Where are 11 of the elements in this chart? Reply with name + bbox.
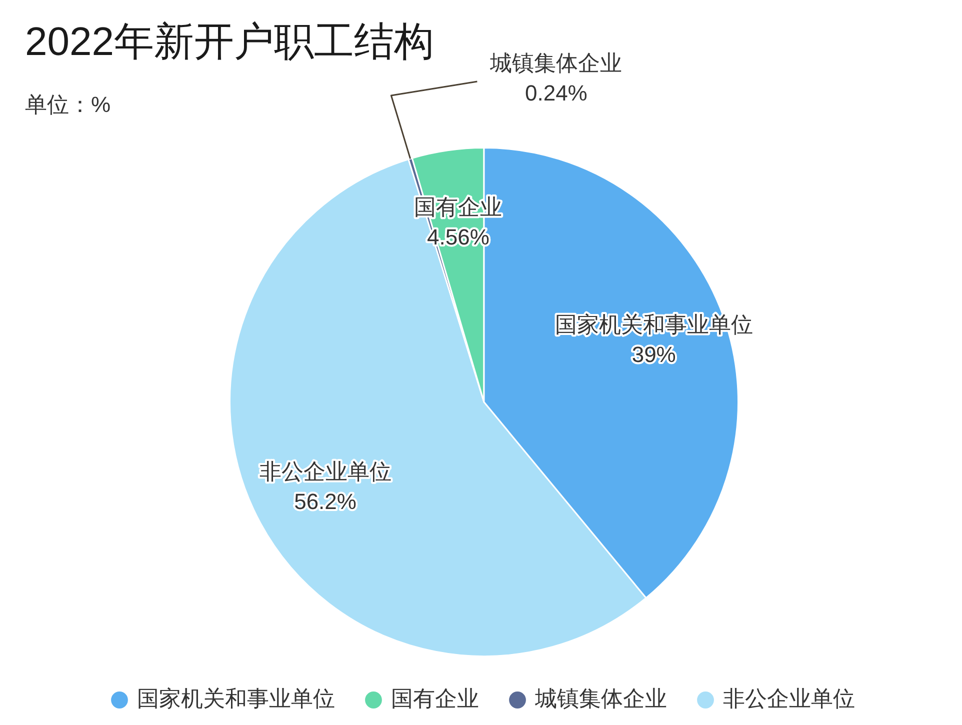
legend-label: 非公企业单位 xyxy=(723,686,855,712)
data-label: 39% xyxy=(632,342,676,367)
legend-label: 城镇集体企业 xyxy=(534,686,667,712)
slice-label: 城镇集体企业 xyxy=(489,50,622,76)
data-label: 56.2% xyxy=(294,489,356,514)
slice-label: 非公企业单位 xyxy=(259,459,392,484)
text: 单位：% xyxy=(25,91,111,119)
data-label: 0.24% xyxy=(524,80,588,106)
legend-label: 国家机关和事业单位 xyxy=(137,686,335,712)
legend-label: 国有企业 xyxy=(391,686,479,712)
chart-title: 2022年新开户职工结构 xyxy=(25,19,434,66)
